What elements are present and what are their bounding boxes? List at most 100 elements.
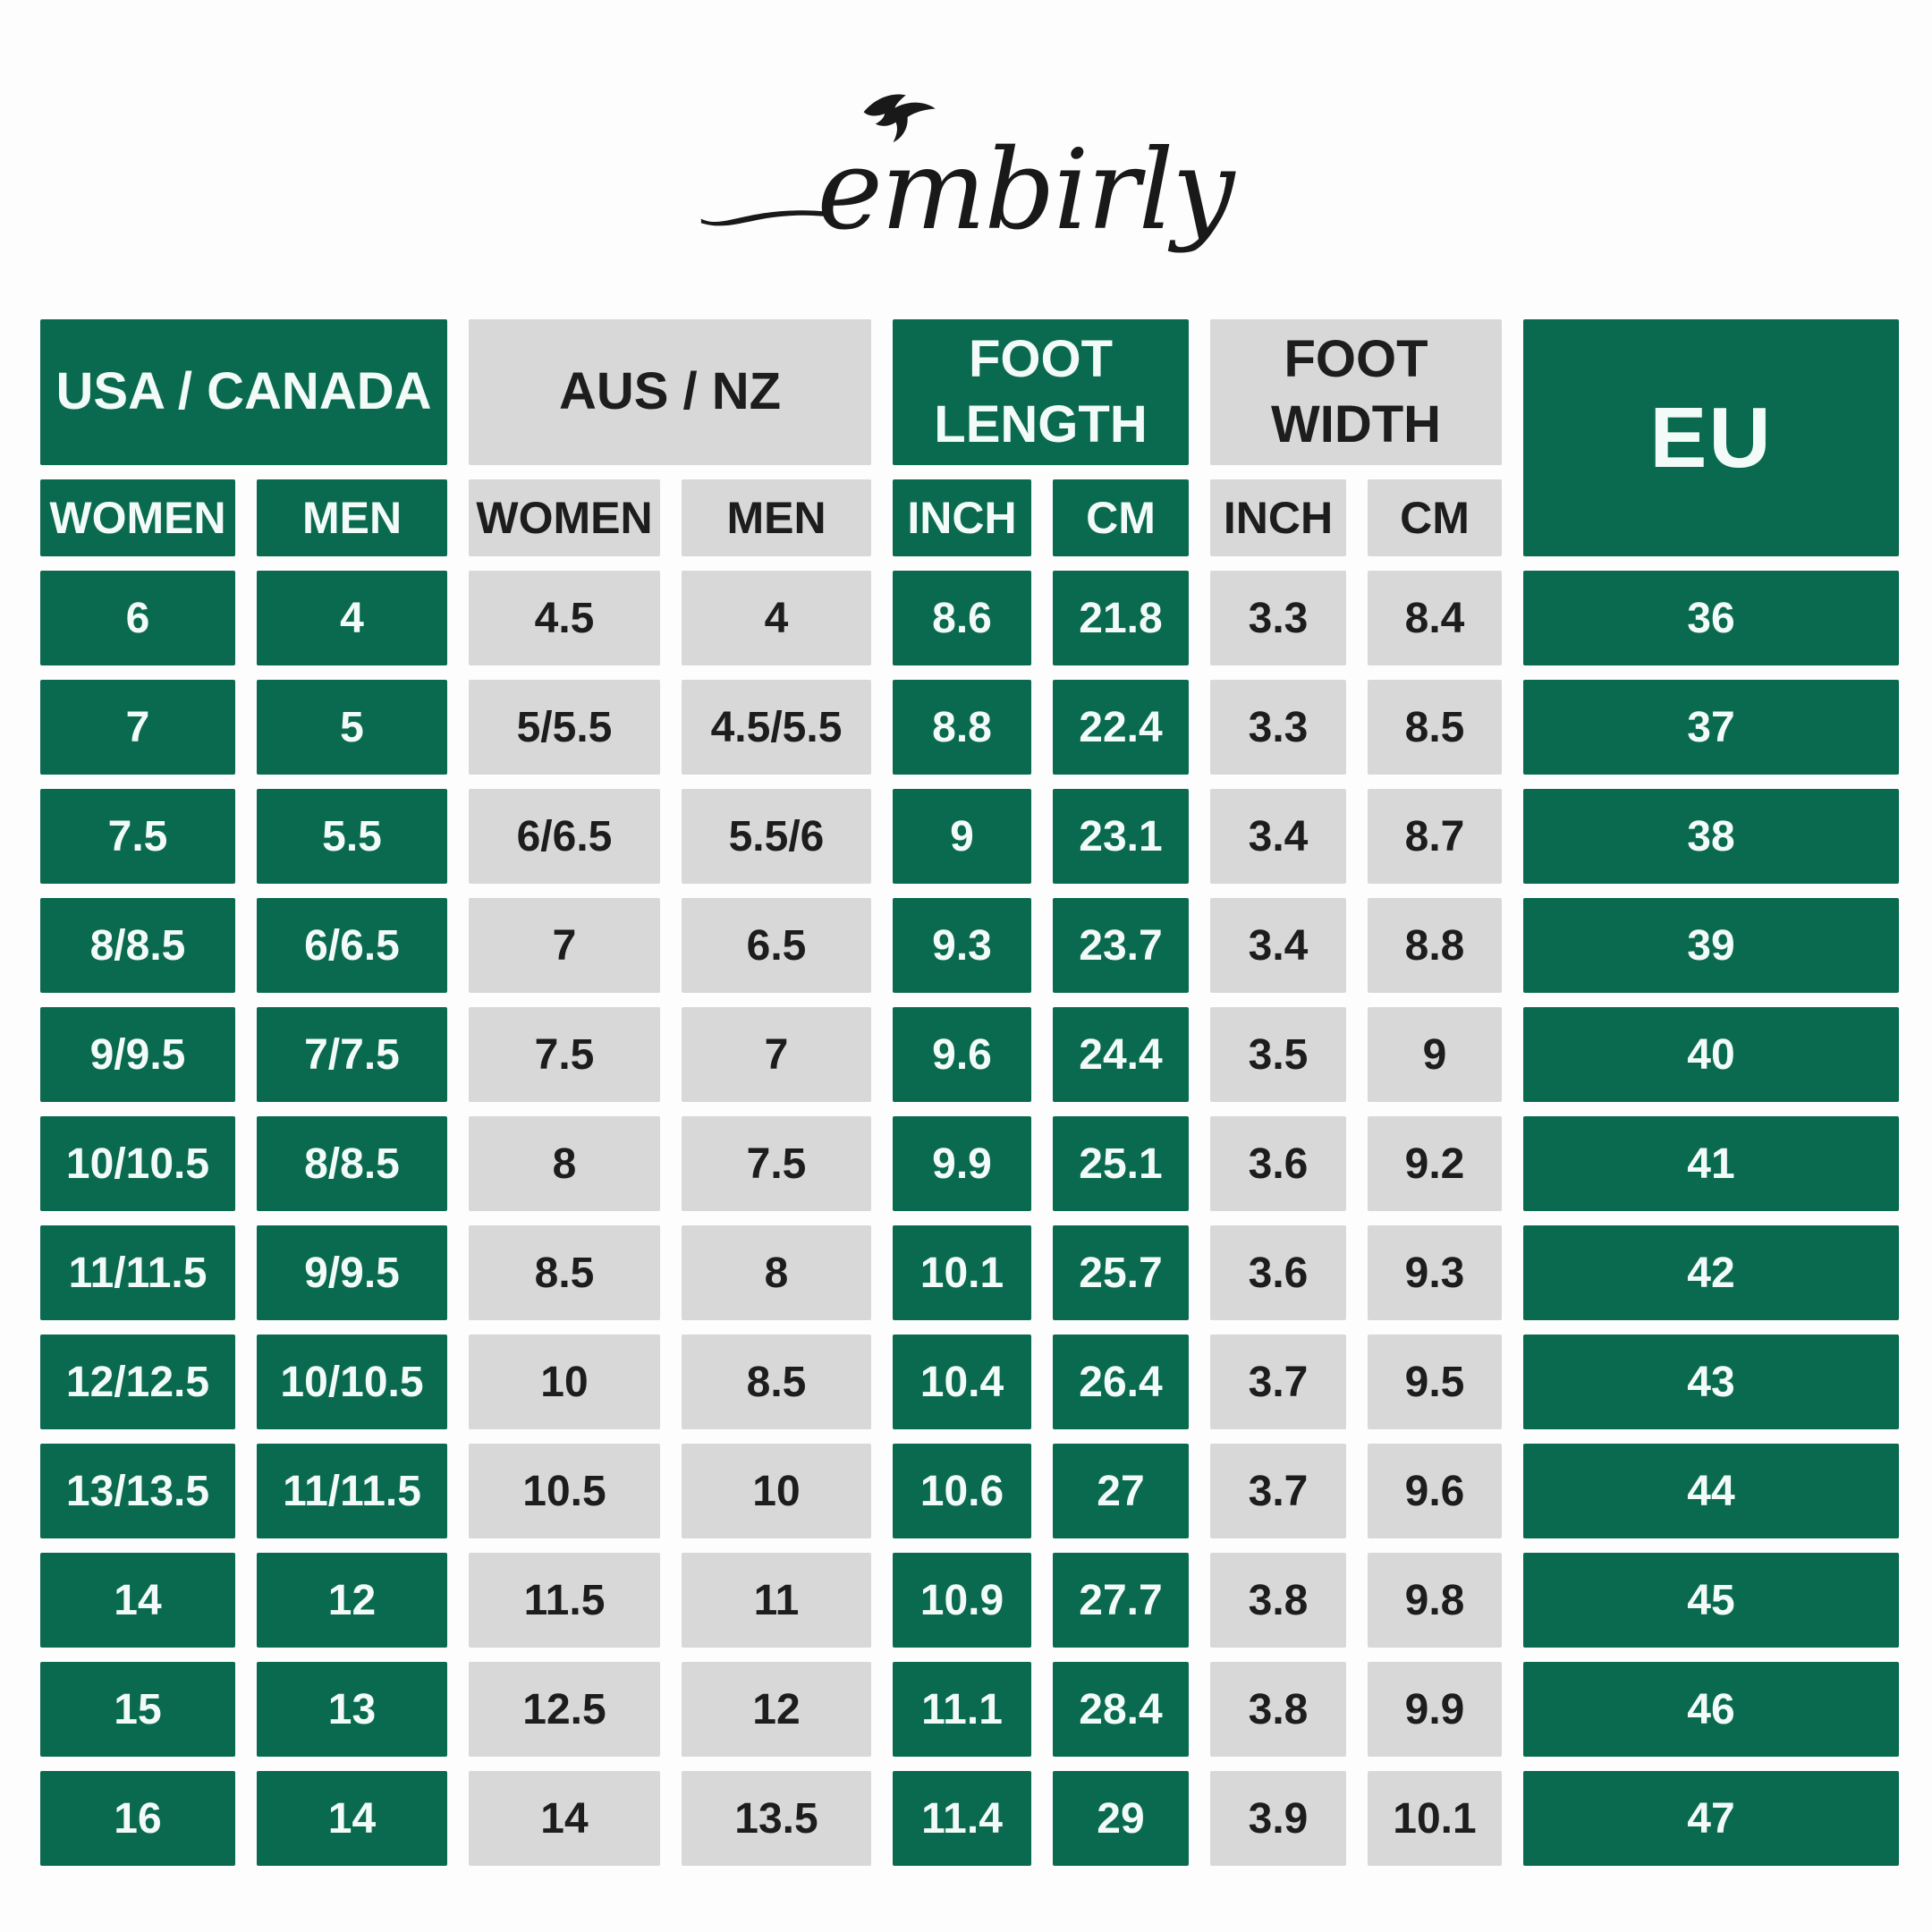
table-cell: 3.7: [1210, 1335, 1346, 1429]
table-cell: 28.4: [1053, 1662, 1189, 1757]
table-cell: 10/10.5: [40, 1116, 235, 1211]
table-cell: 7: [469, 898, 660, 993]
table-cell: 9.3: [893, 898, 1031, 993]
table-cell: 4: [257, 571, 447, 665]
table-cell: 37: [1523, 680, 1899, 775]
table-cell: 7.5: [469, 1007, 660, 1102]
brand-logo-lockup: embirly: [699, 94, 1235, 255]
table-cell: 26.4: [1053, 1335, 1189, 1429]
table-cell: 15: [40, 1662, 235, 1757]
table-cell: 23.7: [1053, 898, 1189, 993]
table-cell: 27: [1053, 1444, 1189, 1538]
table-cell: 6.5: [682, 898, 871, 993]
table-cell: 7.5: [682, 1116, 871, 1211]
table-cell: 47: [1523, 1771, 1899, 1866]
table-cell: 6/6.5: [257, 898, 447, 993]
table-cell: 8.5: [682, 1335, 871, 1429]
group-header-aus-nz: AUS / NZ: [469, 319, 871, 465]
table-cell: 38: [1523, 789, 1899, 884]
table-cell: 8.7: [1368, 789, 1502, 884]
table-cell: 9.8: [1368, 1553, 1502, 1648]
table-cell: 25.7: [1053, 1225, 1189, 1320]
table-cell: 14: [469, 1771, 660, 1866]
table-cell: 3.4: [1210, 789, 1346, 884]
table-cell: 43: [1523, 1335, 1899, 1429]
table-cell: 7/7.5: [257, 1007, 447, 1102]
table-cell: 9: [1368, 1007, 1502, 1102]
table-cell: 8/8.5: [257, 1116, 447, 1211]
group-header-eu: EU: [1523, 319, 1899, 556]
table-cell: 8.5: [469, 1225, 660, 1320]
subheader-aus-men: MEN: [682, 479, 871, 556]
table-cell: 3.9: [1210, 1771, 1346, 1866]
table-cell: 10/10.5: [257, 1335, 447, 1429]
table-cell: 7.5: [40, 789, 235, 884]
table-cell: 12: [682, 1662, 871, 1757]
table-cell: 29: [1053, 1771, 1189, 1866]
table-cell: 14: [40, 1553, 235, 1648]
table-cell: 9.9: [893, 1116, 1031, 1211]
table-cell: 5: [257, 680, 447, 775]
table-cell: 9.9: [1368, 1662, 1502, 1757]
table-cell: 27.7: [1053, 1553, 1189, 1648]
table-cell: 11.4: [893, 1771, 1031, 1866]
table-cell: 16: [40, 1771, 235, 1866]
table-cell: 23.1: [1053, 789, 1189, 884]
swash-flourish-icon: [700, 210, 832, 226]
table-cell: 10: [682, 1444, 871, 1538]
table-cell: 42: [1523, 1225, 1899, 1320]
table-cell: 8.5: [1368, 680, 1502, 775]
brand-name: embirly: [817, 126, 1235, 255]
table-cell: 12.5: [469, 1662, 660, 1757]
table-cell: 10.4: [893, 1335, 1031, 1429]
table-cell: 4: [682, 571, 871, 665]
table-cell: 6/6.5: [469, 789, 660, 884]
table-cell: 9/9.5: [40, 1007, 235, 1102]
table-cell: 11/11.5: [40, 1225, 235, 1320]
table-cell: 39: [1523, 898, 1899, 993]
table-cell: 11.5: [469, 1553, 660, 1648]
table-cell: 8.4: [1368, 571, 1502, 665]
table-cell: 9: [893, 789, 1031, 884]
table-cell: 22.4: [1053, 680, 1189, 775]
table-cell: 10.6: [893, 1444, 1031, 1538]
table-cell: 45: [1523, 1553, 1899, 1648]
subheader-width-cm: CM: [1368, 479, 1502, 556]
table-cell: 5.5: [257, 789, 447, 884]
table-cell: 10.5: [469, 1444, 660, 1538]
table-cell: 3.6: [1210, 1116, 1346, 1211]
table-cell: 11/11.5: [257, 1444, 447, 1538]
group-header-foot-width: FOOT WIDTH: [1210, 319, 1502, 465]
subheader-length-cm: CM: [1053, 479, 1189, 556]
subheader-usa-men: MEN: [257, 479, 447, 556]
table-cell: 10: [469, 1335, 660, 1429]
table-cell: 3.3: [1210, 680, 1346, 775]
subheader-length-inch: INCH: [893, 479, 1031, 556]
table-cell: 13/13.5: [40, 1444, 235, 1538]
table-cell: 12: [257, 1553, 447, 1648]
subheader-width-inch: INCH: [1210, 479, 1346, 556]
table-cell: 8: [682, 1225, 871, 1320]
subheader-aus-women: WOMEN: [469, 479, 660, 556]
table-cell: 9.5: [1368, 1335, 1502, 1429]
table-cell: 3.3: [1210, 571, 1346, 665]
table-cell: 3.4: [1210, 898, 1346, 993]
table-cell: 5/5.5: [469, 680, 660, 775]
table-cell: 25.1: [1053, 1116, 1189, 1211]
table-cell: 5.5/6: [682, 789, 871, 884]
table-cell: 8.8: [893, 680, 1031, 775]
table-cell: 9/9.5: [257, 1225, 447, 1320]
swallow-icon: [863, 94, 936, 143]
table-cell: 10.9: [893, 1553, 1031, 1648]
table-cell: 9.2: [1368, 1116, 1502, 1211]
group-header-usa-canada: USA / CANADA: [40, 319, 447, 465]
table-cell: 9.3: [1368, 1225, 1502, 1320]
table-cell: 4.5: [469, 571, 660, 665]
brand-logo: embirly: [0, 94, 1932, 284]
table-cell: 3.8: [1210, 1553, 1346, 1648]
table-cell: 40: [1523, 1007, 1899, 1102]
table-cell: 8/8.5: [40, 898, 235, 993]
table-cell: 24.4: [1053, 1007, 1189, 1102]
table-cell: 11.1: [893, 1662, 1031, 1757]
